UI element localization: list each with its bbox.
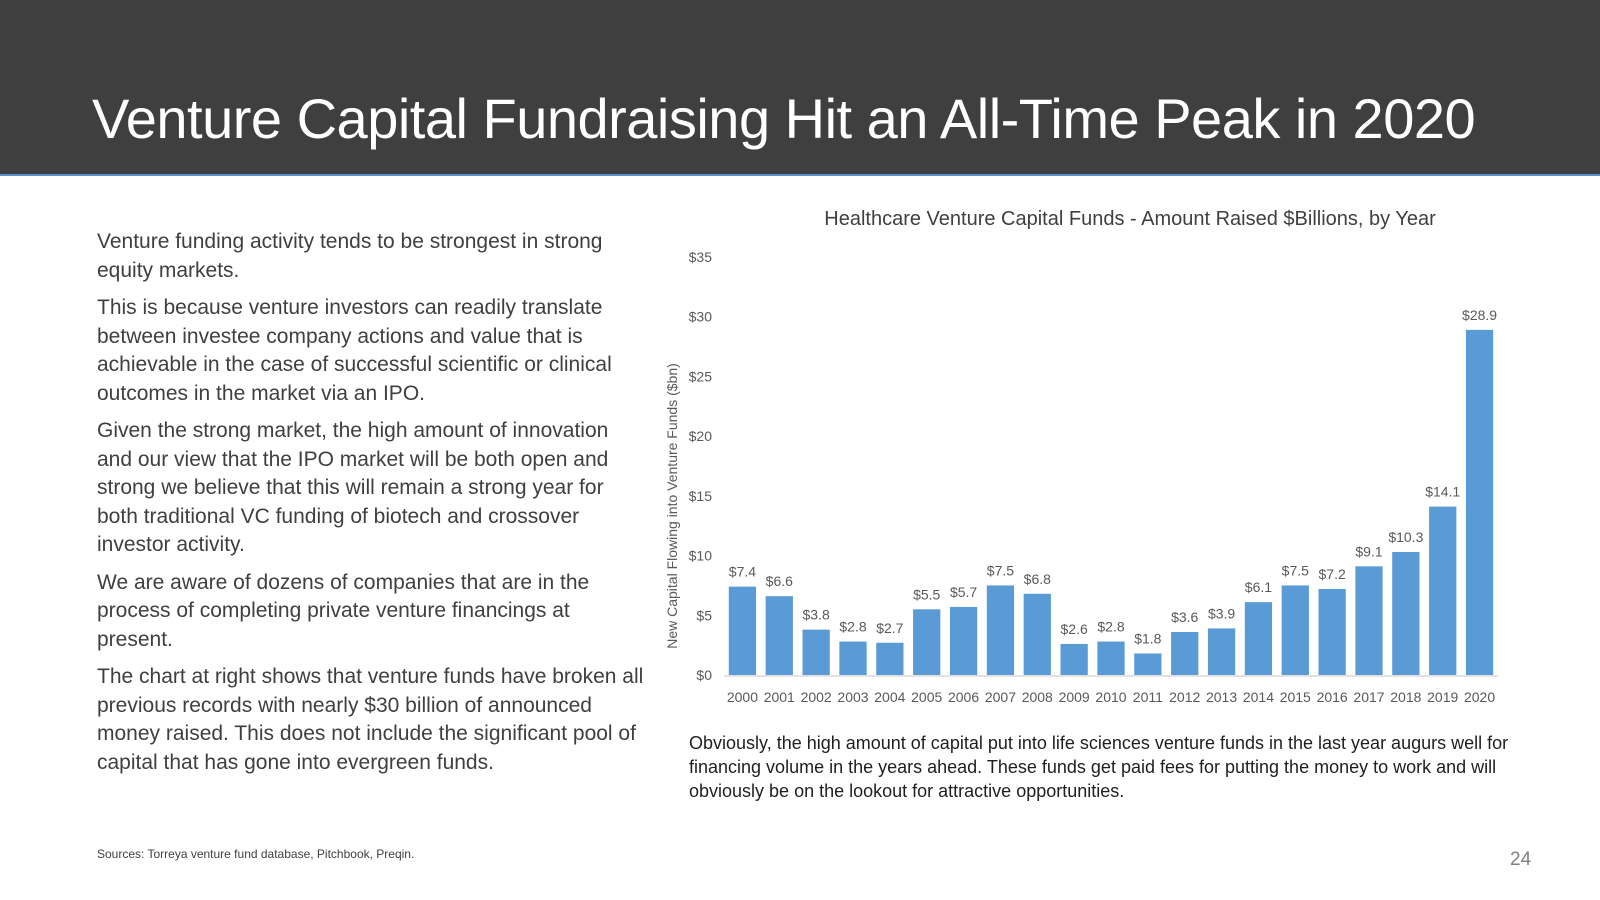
data-label: $3.9: [1208, 605, 1235, 621]
data-label: $6.6: [766, 573, 793, 589]
x-tick-label: 2018: [1390, 689, 1421, 705]
x-tick-label: 2001: [764, 689, 795, 705]
data-label: $6.8: [1024, 571, 1051, 587]
bar: [765, 596, 793, 675]
chart-caption: Obviously, the high amount of capital pu…: [689, 733, 1509, 801]
bar: [1097, 641, 1125, 675]
bar: [986, 585, 1015, 675]
bar: [913, 609, 941, 675]
data-label: $6.1: [1245, 579, 1272, 595]
x-tick-label: 2011: [1133, 689, 1163, 705]
paragraph: The chart at right shows that venture fu…: [97, 665, 644, 774]
x-tick-label: 2020: [1464, 689, 1495, 705]
x-tick-label: 2007: [985, 689, 1016, 705]
data-label: $2.7: [876, 620, 903, 636]
paragraph: Given the strong market, the high amount…: [97, 419, 609, 556]
x-tick-label: 2014: [1243, 689, 1274, 705]
x-tick-label: 2002: [801, 689, 832, 705]
data-label: $3.8: [803, 607, 830, 623]
paragraph: Venture funding activity tends to be str…: [97, 230, 603, 282]
bar: [802, 629, 830, 675]
y-axis-label: New Capital Flowing into Venture Funds (…: [664, 363, 680, 649]
paragraph: This is because venture investors can re…: [97, 296, 612, 405]
title-divider: [0, 174, 1600, 176]
data-label: $7.2: [1319, 566, 1346, 582]
data-label: $2.8: [1097, 619, 1124, 635]
y-tick-label: $0: [696, 667, 712, 683]
data-label: $5.5: [913, 586, 940, 602]
bar: [1465, 329, 1494, 675]
x-tick-label: 2019: [1427, 689, 1458, 705]
title-bar: [0, 0, 1600, 174]
bar: [1318, 589, 1346, 675]
x-tick-label: 2013: [1206, 689, 1237, 705]
bar: [1392, 551, 1420, 675]
x-tick-label: 2004: [874, 689, 905, 705]
bar-chart: $0 $5 $10 $15 $20 $25 $30 $35 $7.4 $6.6 $3.8 $2.8 $…: [664, 249, 1498, 705]
page-number: 24: [1510, 849, 1532, 870]
x-tick-label: 2015: [1280, 689, 1311, 705]
slide-title: Venture Capital Fundraising Hit an All-T…: [92, 87, 1476, 150]
y-tick-label: $20: [689, 428, 713, 444]
bar: [876, 642, 904, 675]
source-note: Sources: Torreya venture fund database, …: [97, 847, 415, 861]
bar: [728, 586, 757, 675]
bar: [1171, 632, 1199, 675]
bar: [1023, 593, 1051, 675]
data-label: $2.8: [839, 619, 866, 635]
x-tick-label: 2010: [1095, 689, 1126, 705]
bar: [1281, 585, 1309, 675]
bar: [1134, 653, 1162, 675]
data-label: $2.6: [1061, 621, 1088, 637]
data-label: $3.6: [1171, 609, 1198, 625]
bar: [1244, 602, 1273, 675]
x-tick-label: 2009: [1059, 689, 1090, 705]
y-tick-label: $35: [689, 249, 713, 265]
bar: [839, 641, 867, 675]
bar: [1429, 506, 1457, 675]
data-label: $7.5: [987, 562, 1014, 578]
x-tick-label: 2012: [1169, 689, 1200, 705]
x-tick-label: 2008: [1022, 689, 1053, 705]
x-tick-label: 2003: [837, 689, 868, 705]
data-label: $1.8: [1134, 631, 1161, 647]
body-text: Venture funding activity tends to be str…: [97, 228, 647, 786]
data-label: $9.1: [1355, 543, 1382, 559]
y-tick-label: $5: [696, 607, 712, 623]
data-label: $14.1: [1425, 484, 1460, 500]
x-tick-label: 2017: [1353, 689, 1384, 705]
data-label: $7.4: [729, 564, 756, 580]
bar: [1207, 628, 1236, 675]
x-tick-label: 2006: [948, 689, 979, 705]
bar: [949, 606, 978, 675]
data-label: $10.3: [1388, 529, 1423, 545]
y-tick-label: $25: [689, 368, 713, 384]
y-tick-label: $15: [689, 488, 713, 504]
bar: [1355, 566, 1383, 675]
data-label: $5.7: [950, 584, 977, 600]
data-label: $28.9: [1462, 307, 1497, 323]
x-tick-label: 2005: [911, 689, 942, 705]
y-tick-label: $10: [689, 548, 713, 564]
data-label: $7.5: [1282, 562, 1309, 578]
chart-title: Healthcare Venture Capital Funds - Amoun…: [824, 208, 1436, 230]
y-tick-label: $30: [689, 309, 713, 325]
x-tick-label: 2016: [1317, 689, 1348, 705]
x-tick-label: 2000: [727, 689, 758, 705]
paragraph: We are aware of dozens of companies that…: [97, 570, 590, 651]
bar: [1060, 643, 1088, 675]
